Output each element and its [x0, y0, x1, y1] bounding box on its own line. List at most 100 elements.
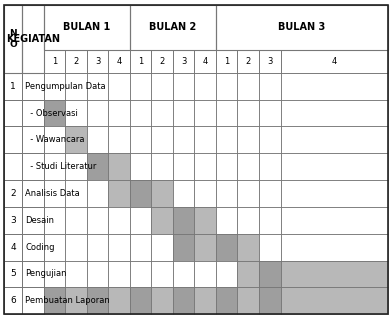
Text: 3: 3 — [10, 216, 16, 225]
Bar — [238, 73, 259, 100]
Bar — [44, 207, 65, 234]
Bar — [87, 100, 109, 127]
Bar — [87, 153, 109, 180]
Bar — [65, 100, 87, 127]
Text: BULAN 3: BULAN 3 — [278, 22, 326, 32]
Bar — [259, 180, 281, 207]
Text: 1: 1 — [10, 82, 16, 91]
Bar — [151, 153, 173, 180]
Bar — [238, 287, 259, 314]
Bar — [238, 127, 259, 153]
Bar — [44, 100, 65, 127]
Bar — [238, 100, 259, 127]
Bar — [173, 234, 194, 261]
Bar — [173, 50, 194, 73]
Bar — [44, 100, 65, 127]
Bar — [151, 261, 173, 287]
Bar — [44, 5, 130, 50]
Text: N
O: N O — [9, 29, 17, 48]
Bar — [65, 261, 87, 287]
Bar — [130, 180, 151, 207]
Bar — [44, 287, 65, 314]
Bar — [4, 207, 22, 234]
Bar — [4, 153, 22, 180]
Bar — [194, 234, 216, 261]
Bar — [4, 5, 22, 73]
Bar — [4, 287, 22, 314]
Bar — [109, 100, 130, 127]
Bar — [44, 287, 65, 314]
Bar — [238, 50, 259, 73]
Bar — [216, 234, 238, 261]
Bar — [22, 73, 44, 100]
Bar — [151, 180, 173, 207]
Text: BULAN 2: BULAN 2 — [149, 22, 196, 32]
Bar — [44, 127, 65, 153]
Bar — [87, 127, 109, 153]
Text: Coding: Coding — [25, 243, 55, 252]
Bar — [65, 234, 87, 261]
Bar — [281, 287, 388, 314]
Bar — [151, 207, 173, 234]
Bar — [4, 127, 22, 153]
Text: - Wawancara: - Wawancara — [25, 135, 85, 145]
Bar — [130, 207, 151, 234]
Bar — [109, 287, 130, 314]
Bar — [173, 100, 194, 127]
Bar — [281, 287, 388, 314]
Bar — [22, 153, 44, 180]
Bar — [216, 207, 238, 234]
Bar — [109, 153, 130, 180]
Bar — [173, 153, 194, 180]
Bar — [259, 207, 281, 234]
Bar — [173, 73, 194, 100]
Bar — [4, 180, 22, 207]
Bar — [216, 234, 238, 261]
Bar — [238, 234, 259, 261]
Bar — [151, 50, 173, 73]
Bar — [22, 207, 44, 234]
Bar — [194, 180, 216, 207]
Bar — [216, 100, 238, 127]
Bar — [259, 153, 281, 180]
Bar — [87, 180, 109, 207]
Bar — [87, 207, 109, 234]
Bar — [281, 73, 388, 100]
Bar — [238, 153, 259, 180]
Text: KEGIATAN: KEGIATAN — [6, 34, 60, 44]
Text: 5: 5 — [10, 270, 16, 278]
Bar — [281, 127, 388, 153]
Bar — [281, 180, 388, 207]
Bar — [238, 261, 259, 287]
Bar — [109, 261, 130, 287]
Bar — [194, 100, 216, 127]
Bar — [109, 287, 130, 314]
Bar — [194, 287, 216, 314]
Bar — [216, 50, 238, 73]
Bar — [65, 287, 87, 314]
Text: - Observasi: - Observasi — [25, 108, 78, 118]
Bar — [216, 180, 238, 207]
Bar — [87, 50, 109, 73]
Bar — [109, 180, 130, 207]
Text: 6: 6 — [10, 296, 16, 305]
Text: 1: 1 — [52, 57, 57, 66]
Bar — [109, 50, 130, 73]
Bar — [151, 234, 173, 261]
Bar — [65, 180, 87, 207]
Bar — [130, 287, 151, 314]
Bar — [109, 127, 130, 153]
Bar — [194, 287, 216, 314]
Bar — [259, 100, 281, 127]
Bar — [87, 261, 109, 287]
Bar — [259, 287, 281, 314]
Bar — [151, 100, 173, 127]
Bar — [173, 234, 194, 261]
Bar — [4, 100, 22, 127]
Bar — [259, 127, 281, 153]
Text: 4: 4 — [203, 57, 208, 66]
Bar — [87, 153, 109, 180]
Bar — [65, 153, 87, 180]
Bar — [65, 50, 87, 73]
Text: 1: 1 — [224, 57, 229, 66]
